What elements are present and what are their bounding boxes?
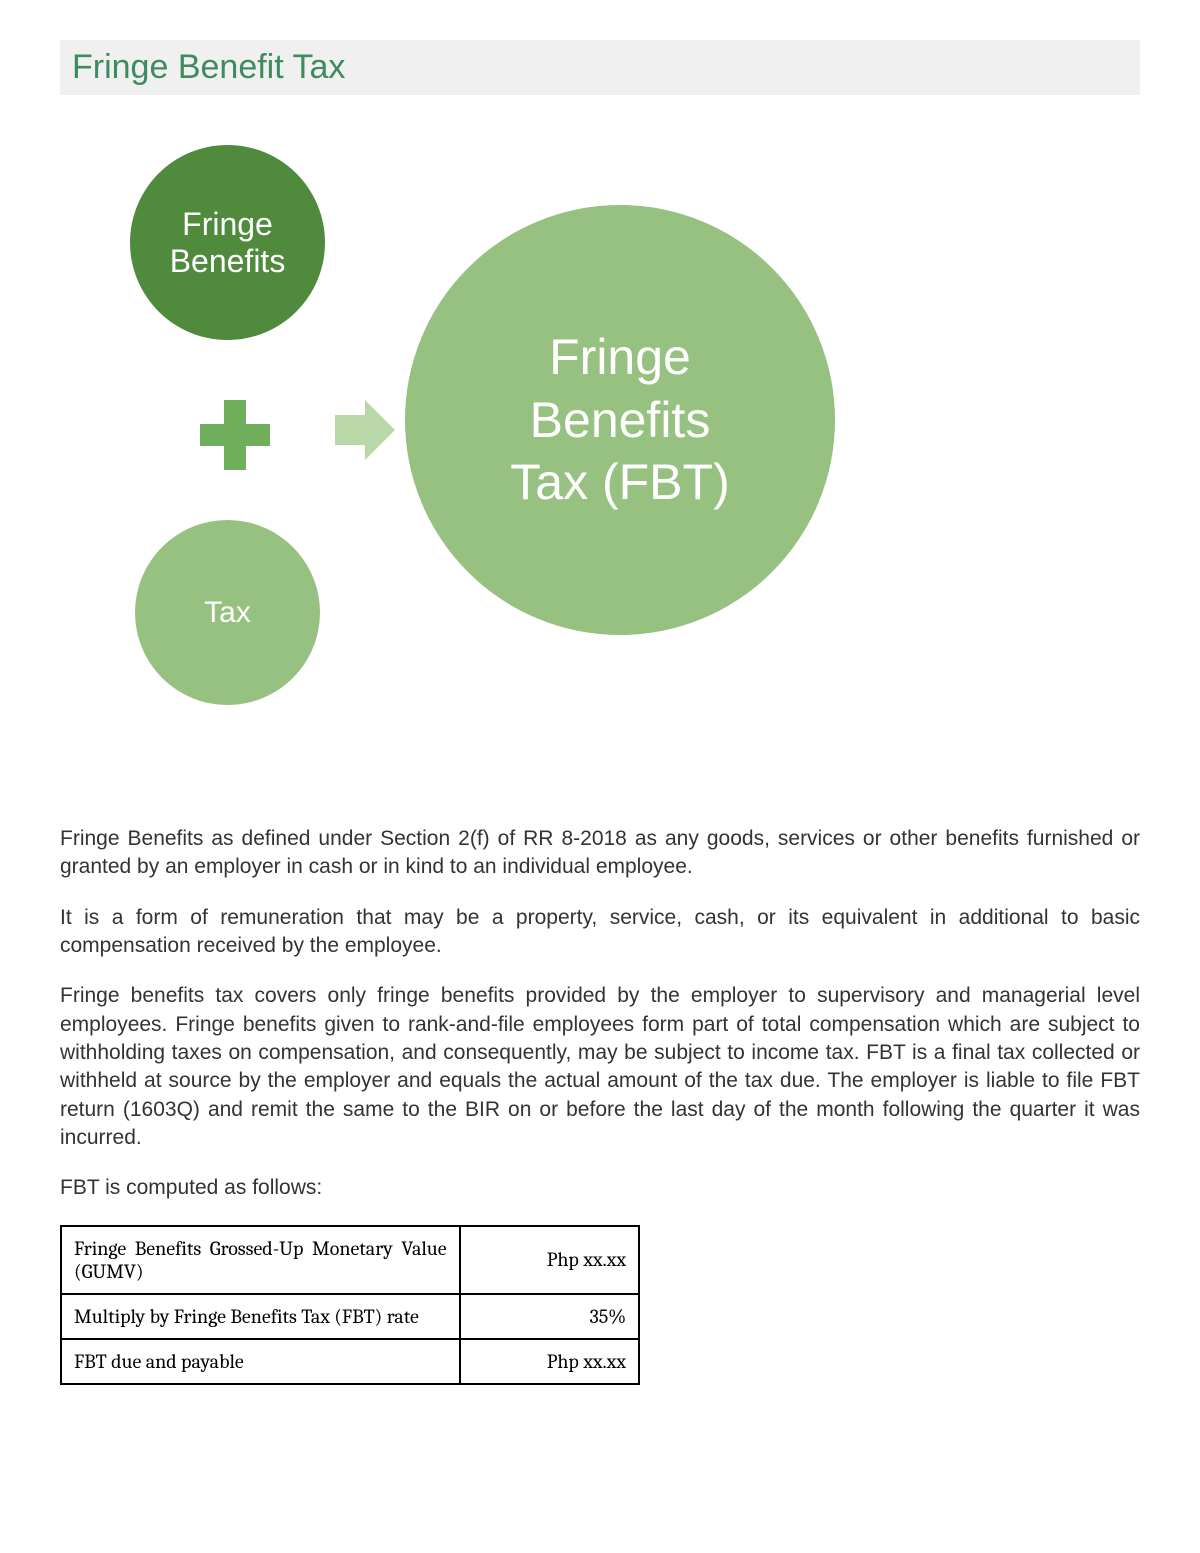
arrow-icon [335,400,395,460]
fbt-computation-table: Fringe Benefits Grossed-Up Monetary Valu… [60,1225,640,1385]
circle-fringe-benefits: FringeBenefits [130,145,325,340]
title-bar: Fringe Benefit Tax [60,40,1140,95]
page-title: Fringe Benefit Tax [72,48,1128,87]
circle-tax: Tax [135,520,320,705]
body-text: Fringe Benefits as defined under Section… [60,825,1140,1203]
plus-icon [200,400,270,470]
table-row: FBT due and payable Php xx.xx [61,1339,639,1384]
table-row: Multiply by Fringe Benefits Tax (FBT) ra… [61,1294,639,1339]
paragraph-3: Fringe benefits tax covers only fringe b… [60,982,1140,1152]
circle-fbt-label: FringeBenefitsTax (FBT) [510,326,729,514]
table-row: Fringe Benefits Grossed-Up Monetary Valu… [61,1226,639,1294]
table-cell-label: FBT due and payable [61,1339,460,1384]
circle-fringe-benefits-label: FringeBenefits [170,206,286,280]
paragraph-1: Fringe Benefits as defined under Section… [60,825,1140,882]
table-cell-value: Php xx.xx [460,1226,639,1294]
fbt-diagram: FringeBenefits Tax FringeBenefitsTax (FB… [60,145,1140,705]
table-cell-value: 35% [460,1294,639,1339]
paragraph-2: It is a form of remuneration that may be… [60,904,1140,961]
table-cell-value: Php xx.xx [460,1339,639,1384]
table-cell-label: Fringe Benefits Grossed-Up Monetary Valu… [61,1226,460,1294]
circle-fbt: FringeBenefitsTax (FBT) [405,205,835,635]
table-cell-label: Multiply by Fringe Benefits Tax (FBT) ra… [61,1294,460,1339]
circle-tax-label: Tax [204,596,251,630]
paragraph-4: FBT is computed as follows: [60,1174,1140,1202]
